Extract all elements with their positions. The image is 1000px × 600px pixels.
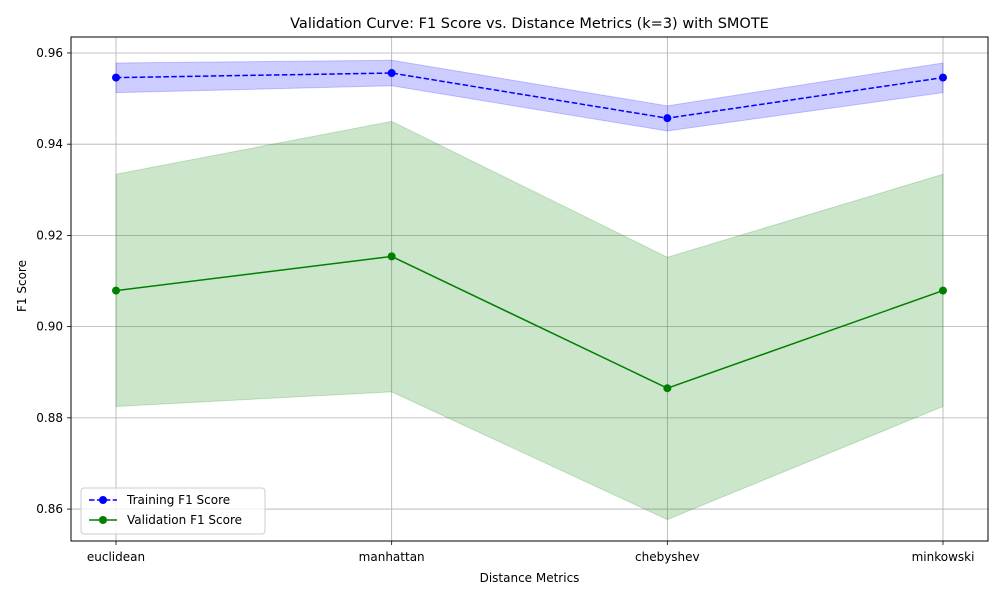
x-axis-ticks: euclidean manhattan chebyshev minkowski bbox=[87, 541, 975, 564]
y-tick-label: 0.86 bbox=[36, 502, 63, 516]
point-training bbox=[663, 114, 672, 123]
point-training bbox=[387, 69, 396, 78]
point-validation bbox=[939, 286, 947, 295]
legend-marker bbox=[99, 516, 107, 524]
legend-label: Training F1 Score bbox=[126, 493, 230, 507]
line-validation bbox=[115, 255, 944, 390]
x-tick-label: chebyshev bbox=[635, 550, 700, 564]
y-axis-ticks: 0.86 0.88 0.90 0.92 0.94 0.96 bbox=[36, 46, 71, 516]
y-tick-label: 0.88 bbox=[36, 411, 63, 425]
legend-box bbox=[80, 487, 266, 535]
line-training bbox=[115, 72, 944, 119]
point-validation bbox=[387, 252, 396, 261]
series-lines bbox=[115, 72, 944, 390]
x-tick-label: euclidean bbox=[87, 550, 145, 564]
x-tick-label: minkowski bbox=[912, 550, 975, 564]
point-validation bbox=[112, 286, 120, 295]
chart-title: Validation Curve: F1 Score vs. Distance … bbox=[290, 16, 769, 32]
point-training bbox=[939, 73, 947, 82]
point-validation bbox=[663, 384, 672, 393]
y-tick-label: 0.94 bbox=[36, 137, 63, 151]
confidence-bands bbox=[115, 59, 944, 521]
legend-marker bbox=[99, 496, 107, 504]
plot-frame bbox=[70, 36, 989, 542]
point-training bbox=[112, 73, 120, 82]
x-axis-label: Distance Metrics bbox=[480, 571, 580, 585]
x-tick-label: manhattan bbox=[359, 550, 425, 564]
legend-label: Validation F1 Score bbox=[127, 513, 242, 527]
y-axis-label: F1 Score bbox=[15, 260, 29, 312]
legend: Training F1 Score Validation F1 Score bbox=[80, 487, 266, 535]
band-validation bbox=[115, 120, 944, 521]
y-tick-label: 0.96 bbox=[36, 46, 63, 60]
y-tick-label: 0.92 bbox=[36, 228, 63, 242]
y-tick-label: 0.90 bbox=[36, 320, 63, 334]
series-points bbox=[112, 69, 947, 393]
